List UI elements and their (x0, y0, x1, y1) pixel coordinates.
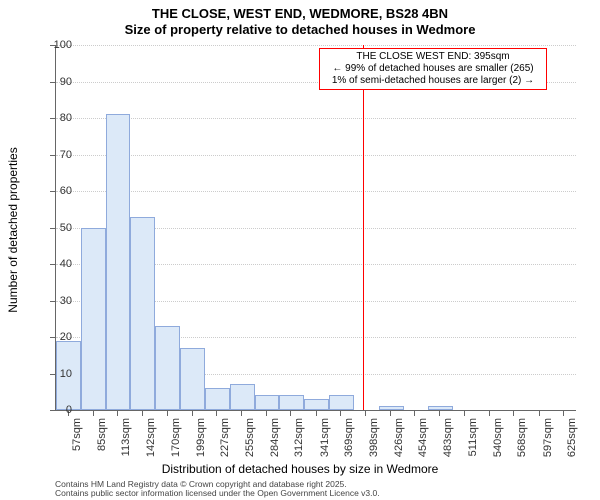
x-tick-label: 369sqm (343, 418, 355, 457)
y-tick (50, 191, 56, 192)
x-axis-label: Distribution of detached houses by size … (0, 462, 600, 476)
x-tick-label: 199sqm (195, 418, 207, 457)
x-tick (93, 410, 94, 416)
histogram-bar (81, 228, 106, 411)
y-tick-label: 0 (66, 404, 72, 416)
x-tick-label: 568sqm (516, 418, 528, 457)
x-tick (365, 410, 366, 416)
x-tick-label: 284sqm (269, 418, 281, 457)
x-tick-label: 625sqm (566, 418, 578, 457)
histogram-chart: THE CLOSE, WEST END, WEDMORE, BS28 4BN S… (0, 0, 600, 500)
x-tick (266, 410, 267, 416)
attribution-line: Contains public sector information licen… (55, 489, 380, 498)
histogram-bar (279, 395, 304, 410)
annotation-line: ← 99% of detached houses are smaller (26… (324, 63, 542, 75)
y-tick-label: 10 (60, 368, 72, 380)
grid-line (56, 155, 576, 156)
x-tick (414, 410, 415, 416)
x-tick (340, 410, 341, 416)
y-tick (50, 155, 56, 156)
histogram-bar (255, 395, 280, 410)
x-tick-label: 312sqm (293, 418, 305, 457)
y-tick-label: 40 (60, 258, 72, 270)
histogram-bar (130, 217, 155, 410)
histogram-bar (230, 384, 255, 410)
y-tick-label: 80 (60, 112, 72, 124)
x-tick (390, 410, 391, 416)
attribution-text: Contains HM Land Registry data © Crown c… (55, 480, 380, 499)
annotation-box: THE CLOSE WEST END: 395sqm← 99% of detac… (319, 48, 547, 90)
y-tick-label: 20 (60, 331, 72, 343)
histogram-bar (106, 114, 131, 410)
x-tick (464, 410, 465, 416)
y-axis-label: Number of detached properties (6, 147, 20, 312)
x-tick (316, 410, 317, 416)
y-tick-label: 60 (60, 185, 72, 197)
annotation-line: 1% of semi-detached houses are larger (2… (324, 75, 542, 87)
grid-line (56, 191, 576, 192)
y-tick (50, 301, 56, 302)
x-tick-label: 170sqm (170, 418, 182, 457)
x-tick-label: 85sqm (96, 418, 108, 451)
y-tick (50, 410, 56, 411)
y-tick-label: 100 (54, 39, 72, 51)
histogram-bar (329, 395, 354, 410)
y-tick (50, 264, 56, 265)
x-tick-label: 540sqm (492, 418, 504, 457)
y-tick-label: 30 (60, 295, 72, 307)
x-tick (489, 410, 490, 416)
x-tick (117, 410, 118, 416)
x-tick-label: 511sqm (467, 418, 479, 456)
chart-title-sub: Size of property relative to detached ho… (0, 22, 600, 37)
y-tick-label: 50 (60, 222, 72, 234)
x-tick (539, 410, 540, 416)
x-tick (167, 410, 168, 416)
grid-line (56, 118, 576, 119)
y-tick (50, 82, 56, 83)
x-tick (290, 410, 291, 416)
x-tick-label: 483sqm (442, 418, 454, 457)
histogram-bar (180, 348, 205, 410)
x-tick-label: 113sqm (120, 418, 132, 456)
x-tick-label: 341sqm (319, 418, 331, 457)
x-tick (216, 410, 217, 416)
histogram-bar (379, 406, 404, 410)
x-tick-label: 142sqm (145, 418, 157, 457)
annotation-line: THE CLOSE WEST END: 395sqm (324, 51, 542, 63)
x-tick (439, 410, 440, 416)
histogram-bar (205, 388, 230, 410)
x-tick (142, 410, 143, 416)
x-tick (513, 410, 514, 416)
y-tick (50, 228, 56, 229)
x-tick-label: 227sqm (219, 418, 231, 457)
x-tick (241, 410, 242, 416)
histogram-bar (155, 326, 180, 410)
y-tick (50, 337, 56, 338)
chart-title-main: THE CLOSE, WEST END, WEDMORE, BS28 4BN (0, 6, 600, 21)
x-tick-label: 454sqm (417, 418, 429, 457)
plot-area: THE CLOSE WEST END: 395sqm← 99% of detac… (55, 45, 576, 411)
y-tick (50, 118, 56, 119)
y-tick-label: 70 (60, 149, 72, 161)
reference-line (363, 45, 364, 410)
x-tick-label: 597sqm (542, 418, 554, 457)
x-tick-label: 57sqm (71, 418, 83, 451)
x-tick (192, 410, 193, 416)
x-tick (563, 410, 564, 416)
histogram-bar (428, 406, 453, 410)
grid-line (56, 45, 576, 46)
histogram-bar (304, 399, 329, 410)
x-tick-label: 426sqm (393, 418, 405, 457)
x-tick-label: 255sqm (244, 418, 256, 457)
y-tick-label: 90 (60, 76, 72, 88)
x-tick-label: 398sqm (368, 418, 380, 457)
